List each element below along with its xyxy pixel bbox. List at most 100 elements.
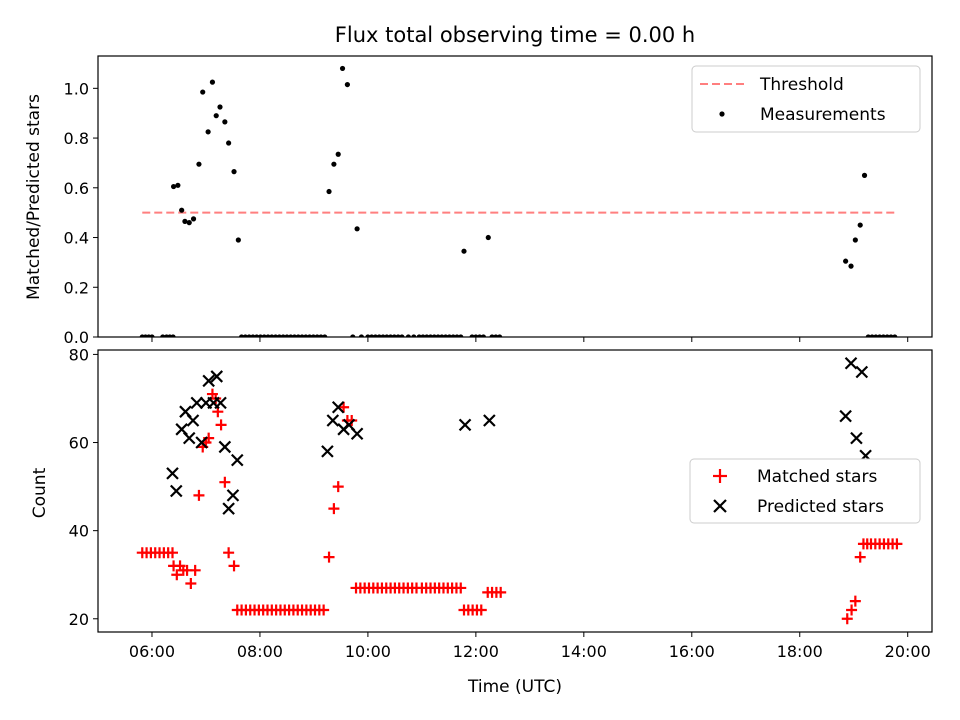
measurement-point [231, 169, 237, 175]
predicted-star-point [326, 414, 340, 427]
predicted-star-point [202, 374, 215, 388]
predicted-star-point [850, 431, 863, 445]
predicted-star-point [350, 427, 364, 440]
matched-star-point [323, 551, 335, 563]
x-axis-label: Time (UTC) [467, 677, 562, 697]
chart-title: Flux total observing time = 0.00 h [335, 23, 695, 47]
predicted-star-point [321, 445, 334, 458]
measurement-point [339, 65, 346, 72]
bottom-x-tick-label: 18:00 [777, 642, 823, 661]
measurement-point [209, 79, 216, 85]
measurement-point [213, 113, 219, 119]
predicted-star-point [214, 396, 227, 410]
predicted-star-point [222, 502, 235, 515]
predicted-star-point [218, 440, 232, 454]
measurement-point [179, 207, 185, 213]
predicted-star-point [190, 396, 204, 410]
measurement-point [861, 172, 868, 178]
top-y-tick-label: 0.4 [64, 229, 89, 248]
measurement-point [358, 334, 365, 337]
measurement-point [497, 334, 503, 337]
measurement-point [892, 334, 898, 337]
top-legend-frame [691, 65, 921, 133]
top-y-tick-label: 1.0 [64, 79, 89, 98]
top-y-tick-label: 0.0 [64, 328, 89, 347]
legend-matched-label: Matched stars [757, 467, 877, 487]
top-y-tick-label: 0.6 [64, 179, 89, 198]
measurement-point [205, 129, 211, 135]
measurement-point [175, 182, 181, 188]
measurement-point [200, 89, 206, 95]
measurement-point [217, 104, 223, 110]
predicted-star-point [458, 418, 472, 432]
matched-star-point [215, 419, 227, 431]
bottom-x-tick-label: 12:00 [453, 642, 499, 661]
bottom-x-tick-label: 20:00 [885, 642, 931, 661]
predicted-star-point [195, 436, 208, 449]
top-y-axis-label: Matched/Predicted stars [24, 94, 44, 300]
bottom-x-tick-label: 10:00 [345, 642, 391, 661]
legend-measurements-label: Measurements [760, 105, 886, 125]
matched-star-point [223, 547, 235, 559]
measurement-point [843, 258, 849, 264]
measurement-point [461, 248, 467, 254]
matched-star-point [846, 604, 858, 616]
measurement-point [222, 119, 228, 125]
measurement-point [235, 237, 241, 243]
bottom-x-tick-label: 08:00 [237, 642, 283, 661]
measurement-point [331, 161, 337, 167]
bottom-legend: Matched stars Predicted stars [689, 458, 921, 524]
predicted-star-point [226, 489, 240, 502]
matched-star-point [193, 489, 205, 501]
matched-star-point [854, 551, 866, 563]
measurement-point [326, 188, 332, 195]
top-plot-area: 0.0 0.2 0.4 0.6 0.8 1.0 [64, 55, 933, 347]
bottom-markers [136, 356, 903, 625]
measurement-point [170, 183, 177, 190]
top-markers [139, 65, 898, 337]
matched-star-point [338, 401, 350, 413]
predicted-star-point [230, 453, 244, 467]
legend-matched-swatch [713, 469, 727, 483]
measurement-point [322, 334, 328, 337]
matched-star-point [455, 582, 467, 594]
measurement-point [226, 140, 232, 146]
matched-star-point [332, 481, 344, 493]
matched-star-point [219, 476, 231, 488]
matched-star-point [228, 560, 240, 572]
matched-star-point [328, 503, 340, 515]
bottom-plot-area: 06:00 08:00 10:00 12:00 14:00 16:00 18:00 20:00… [69, 345, 933, 661]
predicted-star-point [186, 414, 200, 427]
predicted-star-point [331, 401, 345, 414]
measurement-point [485, 234, 491, 241]
predicted-star-point [839, 409, 852, 423]
measurement-point [190, 216, 197, 222]
measurement-point [149, 334, 155, 337]
bottom-y-tick-label: 40 [69, 522, 89, 541]
legend-measurements-swatch [719, 111, 725, 117]
measurement-point [335, 151, 341, 157]
predicted-star-point [483, 414, 496, 427]
predicted-star-point [844, 356, 858, 370]
matched-star-point [495, 586, 507, 598]
top-axes-frame [97, 55, 933, 338]
measurement-point [411, 334, 417, 337]
matched-star-point [849, 595, 861, 607]
measurement-point [182, 218, 188, 224]
matched-star-point [841, 613, 853, 625]
measurement-point [186, 220, 192, 226]
legend-predicted-label: Predicted stars [757, 497, 884, 517]
predicted-star-point [169, 484, 183, 498]
bottom-y-tick-label: 80 [69, 345, 89, 364]
bottom-y-tick-label: 60 [69, 434, 89, 453]
top-y-tick-label: 0.2 [64, 278, 89, 297]
measurement-point [344, 81, 350, 88]
predicted-star-point [855, 365, 869, 379]
measurement-point [405, 334, 411, 337]
measurement-point [350, 334, 356, 337]
matched-star-point [891, 538, 903, 550]
measurement-point [848, 263, 854, 269]
measurement-point [354, 226, 360, 232]
matched-star-point [166, 547, 178, 559]
